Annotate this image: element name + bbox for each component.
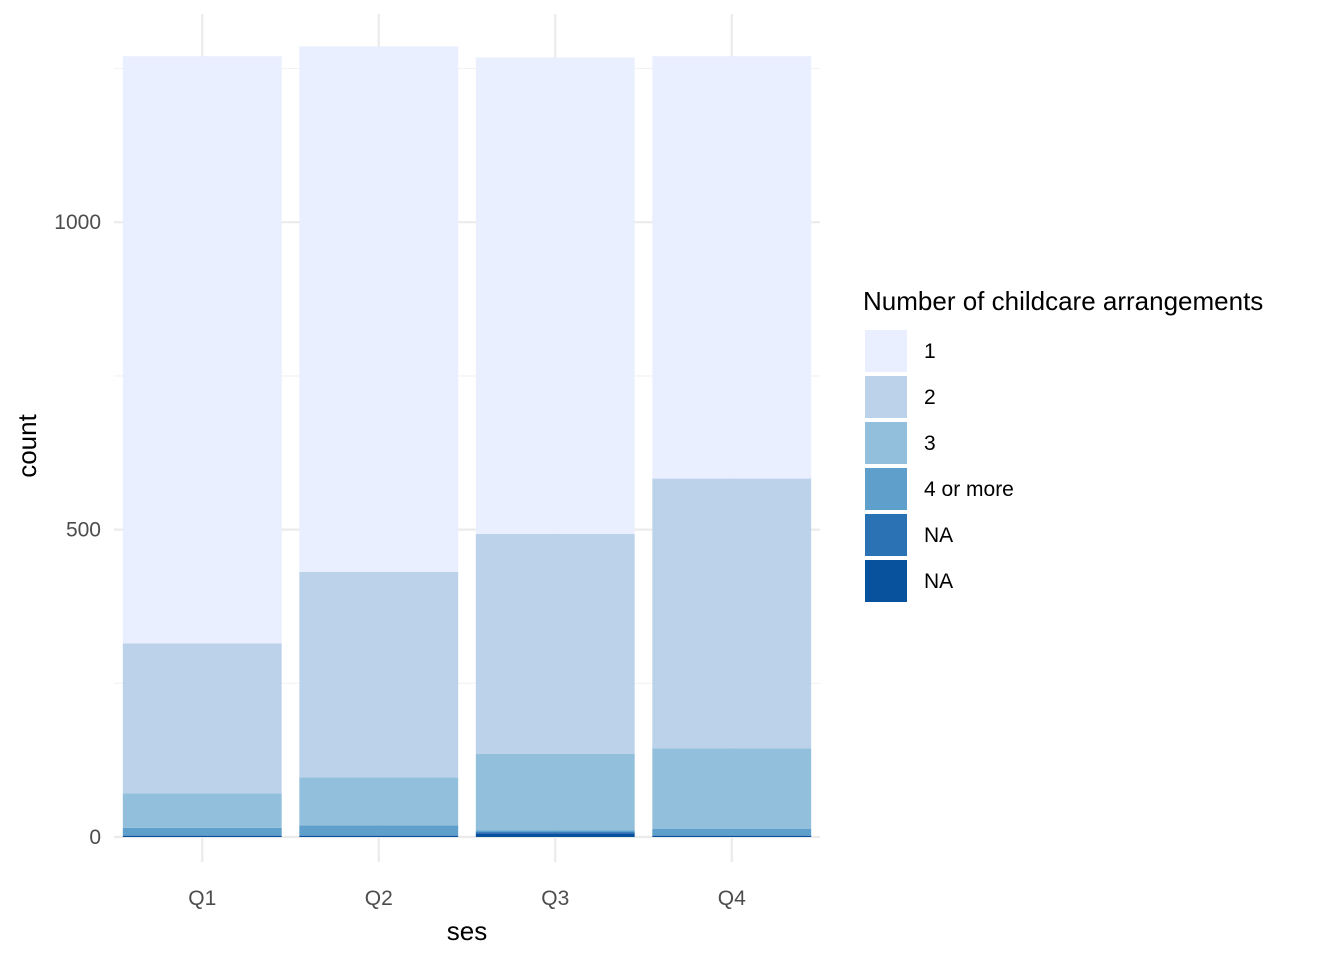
bars [122, 46, 812, 837]
legend-label: NA [924, 524, 953, 547]
y-tick-label: 1000 [54, 211, 101, 234]
bar-segment [299, 572, 459, 778]
legend-title: Number of childcare arrangements [863, 286, 1263, 316]
legend-label: 4 or more [924, 478, 1014, 501]
bar-segment [652, 748, 812, 830]
legend-key [865, 376, 907, 418]
legend-key [865, 560, 907, 602]
legend-label: 2 [924, 386, 936, 409]
legend-key [865, 330, 907, 372]
bar-segment [122, 835, 282, 837]
bar-segment [475, 57, 635, 534]
legend: Number of childcare arrangements 1 2 3 4 or… [863, 286, 1263, 602]
bar-segment [299, 777, 459, 826]
legend-key [865, 514, 907, 556]
legend-label: 1 [924, 340, 936, 363]
x-axis-title: ses [447, 916, 487, 946]
bar-segment [299, 835, 459, 836]
legend-key [865, 422, 907, 464]
y-tick-labels: 0 500 1000 [54, 211, 101, 849]
bar-segment [652, 478, 812, 749]
bar-segment [475, 754, 635, 831]
bar-segment [122, 56, 282, 644]
x-tick-labels: Q1 Q2 Q3 Q4 [188, 887, 746, 910]
y-axis-title: count [12, 413, 42, 477]
legend-label: 3 [924, 432, 936, 455]
legend-key [865, 468, 907, 510]
bar-segment [299, 835, 459, 837]
bar-segment [122, 643, 282, 794]
bar-segment [652, 829, 812, 836]
legend-label: NA [924, 570, 953, 593]
x-tick-label: Q3 [541, 887, 569, 910]
bar-segment [299, 46, 459, 573]
bar-segment [475, 830, 635, 833]
bar-segment [475, 832, 635, 834]
legend-items: 1 2 3 4 or more NA NA [865, 330, 1014, 602]
bar-segment [299, 825, 459, 836]
y-tick-label: 0 [89, 826, 101, 849]
x-tick-label: Q1 [188, 887, 216, 910]
y-tick-label: 500 [66, 519, 101, 542]
bar-segment [475, 533, 635, 755]
bar-segment [652, 835, 812, 836]
x-tick-label: Q4 [718, 887, 746, 910]
bar-segment [652, 56, 812, 479]
bar-segment [652, 835, 812, 837]
bar-segment [475, 833, 635, 837]
bar-segment [122, 827, 282, 836]
bar-segment [122, 835, 282, 836]
bar-segment [122, 793, 282, 828]
x-tick-label: Q2 [365, 887, 393, 910]
